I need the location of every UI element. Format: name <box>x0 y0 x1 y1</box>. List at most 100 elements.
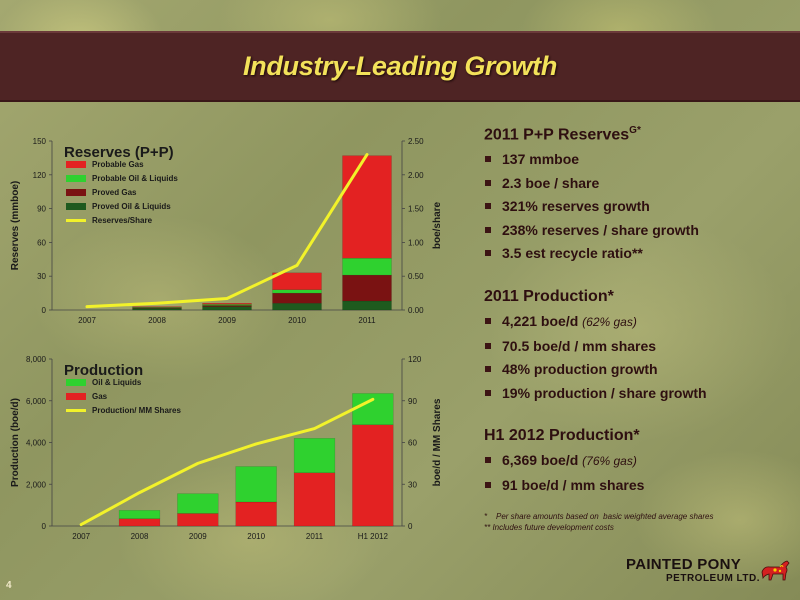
x-tick-label: 2008 <box>148 316 166 325</box>
x-tick-label: 2009 <box>189 532 207 541</box>
list-item-text: 48% production growth <box>502 361 658 377</box>
company-logo: PAINTED PONY PETROLEUM LTD. <box>626 556 796 592</box>
y-tick-label: 150 <box>33 137 47 146</box>
production-bar-segment <box>235 501 277 527</box>
reserves-legend-label: Proved Oil & Liquids <box>92 202 171 211</box>
list-item-text: 6,369 boe/d <box>502 452 579 468</box>
y2-tick-label: 1.00 <box>408 238 424 247</box>
reserves-chart: 0 30 60 90 120 150 0.00 0.50 1.00 1.50 2.00 2.50 200… <box>10 137 443 325</box>
reserves-bar-segment <box>342 155 392 259</box>
reserves-legend-label: Reserves/Share <box>92 216 153 225</box>
reserves-bar-segment <box>132 306 182 308</box>
production-legend-swatch <box>66 379 86 386</box>
reserves-bar-segment <box>272 303 322 311</box>
production-bar-segment <box>177 513 219 527</box>
x-tick-label: H1 2012 <box>358 532 389 541</box>
pony-icon <box>761 560 790 581</box>
logo-subname: PETROLEUM LTD. <box>666 573 761 584</box>
y-tick-label: 60 <box>37 238 46 247</box>
list-item: 3.5 est recycle ratio** <box>484 242 699 266</box>
y2-tick-label: 60 <box>408 439 417 448</box>
y2-tick-label: 0 <box>408 522 413 531</box>
production-y2-axis-label: boe/d / MM Shares <box>432 398 443 486</box>
reserves-bar-segment <box>272 292 322 304</box>
footnote-fdc: ** Includes future development costs <box>484 523 614 532</box>
production-legend-label: Production/ MM Shares <box>92 406 181 415</box>
production-heading: 2011 Production* <box>484 288 614 305</box>
reserves-y2-axis-label: boe/share <box>432 201 443 249</box>
list-item-note: (76% gas) <box>582 454 637 468</box>
list-item: 137 mmboe <box>484 148 699 172</box>
reserves-list: 137 mmboe 2.3 boe / share 321% reserves … <box>484 148 699 266</box>
list-item: 70.5 boe/d / mm shares <box>484 335 707 359</box>
production-summary: 2011 Production* 4,221 boe/d (62% gas) 7… <box>484 288 707 405</box>
production-legend-swatch <box>66 393 86 400</box>
list-item-text: 4,221 boe/d <box>502 313 579 329</box>
reserves-heading-text: 2011 P+P Reserves <box>484 126 630 144</box>
y2-tick-label: 0.00 <box>408 306 424 315</box>
y-tick-label: 2,000 <box>26 480 47 489</box>
y-tick-label: 6,000 <box>26 397 47 406</box>
y2-tick-label: 2.50 <box>408 137 424 146</box>
list-item: 321% reserves growth <box>484 195 699 219</box>
production-legend-label: Oil & Liquids <box>92 378 142 387</box>
reserves-legend-swatch <box>66 161 86 168</box>
reserves-heading-sup: G* <box>629 125 641 136</box>
reserves-legend-label: Probable Gas <box>92 160 144 169</box>
slide-number: 4 <box>6 580 12 591</box>
reserves-legend-label: Probable Oil & Liquids <box>92 174 178 183</box>
x-tick-label: 2007 <box>78 316 96 325</box>
h1-summary: H1 2012 Production* 6,369 boe/d (76% gas… <box>484 427 644 497</box>
y-tick-label: 0 <box>42 306 47 315</box>
production-bar-segment <box>177 493 219 514</box>
reserves-bar-segment <box>272 272 322 290</box>
reserves-bar-segment <box>202 303 252 305</box>
footnotes: * Per share amounts based on basic weigh… <box>484 511 713 533</box>
y2-tick-label: 1.50 <box>408 205 424 214</box>
reserves-legend-swatch <box>66 203 86 210</box>
production-chart: 0 2,000 4,000 6,000 8,000 0 30 60 90 120 2007 2008 2… <box>10 355 443 541</box>
production-list: 4,221 boe/d (62% gas) 70.5 boe/d / mm sh… <box>484 310 707 405</box>
list-item: 19% production / share growth <box>484 382 707 406</box>
x-tick-label: 2010 <box>288 316 306 325</box>
list-item: 2.3 boe / share <box>484 172 699 196</box>
reserves-legend-label: Proved Gas <box>92 188 137 197</box>
reserves-bar-segment <box>342 257 392 276</box>
production-bar-segment <box>293 438 336 473</box>
y2-tick-label: 90 <box>408 397 417 406</box>
list-item-note: (62% gas) <box>582 315 637 329</box>
x-tick-label: 2007 <box>72 532 90 541</box>
list-item-text: 91 boe/d / mm shares <box>502 476 645 493</box>
x-tick-label: 2010 <box>247 532 265 541</box>
reserves-bar-segment <box>342 300 392 311</box>
production-bar-segment <box>118 518 161 527</box>
x-tick-label: 2011 <box>306 532 324 541</box>
reserves-chart-title: Reserves (P+P) <box>64 144 174 161</box>
production-bar-segment <box>235 466 277 503</box>
reserves-y-axis-label: Reserves (mmboe) <box>10 181 21 270</box>
y-tick-label: 0 <box>42 522 47 531</box>
x-tick-label: 2009 <box>218 316 236 325</box>
x-tick-label: 2008 <box>131 532 149 541</box>
production-legend-label: Gas <box>92 392 108 401</box>
reserves-bar-segment <box>132 308 182 311</box>
footnote-per-share: * Per share amounts based on basic weigh… <box>484 512 714 521</box>
list-item: 238% reserves / share growth <box>484 219 699 243</box>
reserves-bar-segment <box>342 274 392 302</box>
reserves-bar-segment <box>272 289 322 294</box>
reserves-summary: 2011 P+P ReservesG* 137 mmboe 2.3 boe / … <box>484 125 699 266</box>
y-tick-label: 90 <box>37 205 46 214</box>
list-item: 6,369 boe/d (76% gas) <box>484 449 644 474</box>
y-tick-label: 120 <box>33 171 47 180</box>
logo-name: PAINTED PONY <box>626 556 742 573</box>
slide-title: Industry-Leading Growth <box>242 51 558 81</box>
y2-tick-label: 0.50 <box>408 272 424 281</box>
y-tick-label: 30 <box>37 272 46 281</box>
y2-tick-label: 2.00 <box>408 171 424 180</box>
production-line-series <box>79 397 375 527</box>
production-y-axis-label: Production (boe/d) <box>10 398 21 487</box>
y2-tick-label: 30 <box>408 480 417 489</box>
production-bar-segment <box>118 510 161 519</box>
production-chart-title: Production <box>64 362 143 379</box>
list-item: 4,221 boe/d (62% gas) <box>484 310 707 335</box>
